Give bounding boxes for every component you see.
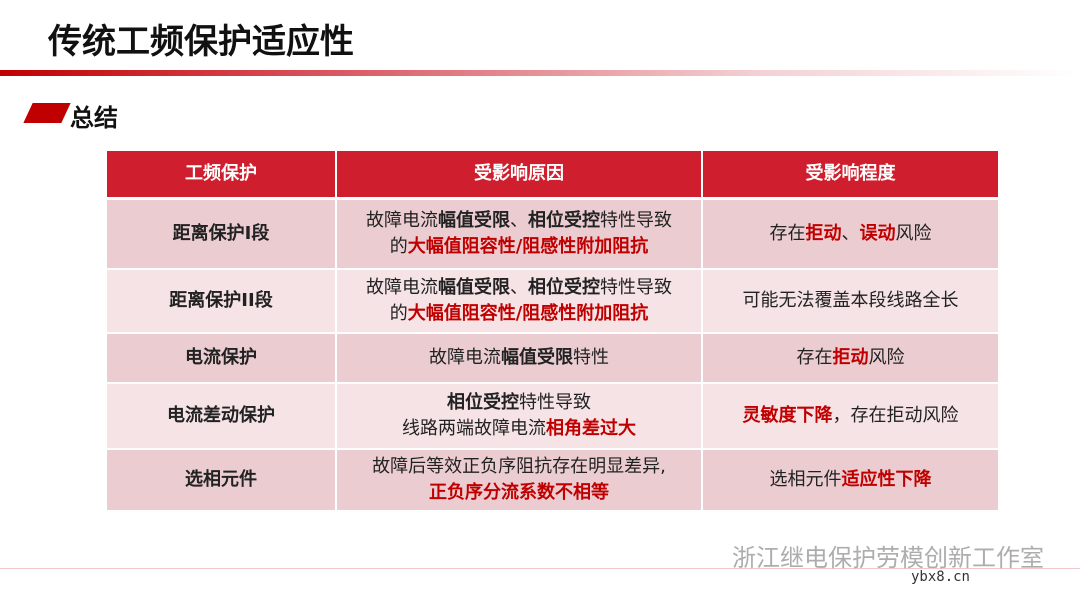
text-run: 距离保护I段 [172,223,270,244]
text-run: 相位受控 [528,210,600,231]
cell-line: 的大幅值阻容性/阻感性附加阻抗 [390,234,649,260]
text-run: 选相元件 [769,469,842,490]
text-run: 相角差过大 [546,418,636,439]
cell-line: 可能无法覆盖本段线路全长 [743,288,959,314]
text-run: 电流保护 [185,347,257,368]
text-run: 误动 [859,223,896,244]
text-run: ，存在拒动风险 [832,405,959,426]
cell-line: 距离保护II段 [169,288,272,314]
text-run: 、 [510,277,528,298]
watermark: 浙江继电保护劳模创新工作室 [732,544,1044,572]
cell-line: 故障电流幅值受限、相位受控特性导致 [366,275,672,301]
text-run: 故障后等效正负序阻抗存在明显差异, [372,456,666,477]
header-cell: 受影响原因 [337,151,701,197]
text-run: 、 [841,223,860,244]
title-rule [0,70,1080,76]
text-run: 选相元件 [185,469,257,490]
text-run: 灵敏度下降 [742,405,833,426]
cell-line: 相位受控特性导致 [447,390,591,416]
section-title: 总结 [70,104,118,132]
table-cell: 故障电流幅值受限、相位受控特性导致 的大幅值阻容性/阻感性附加阻抗 [337,200,701,268]
text-run: 幅值受限 [438,210,510,231]
table-cell: 选相元件 [107,450,335,510]
cell-line: 正负序分流系数不相等 [429,480,609,506]
table-cell: 选相元件适应性下降 [703,450,998,510]
site-label: ybx8.cn [910,569,970,585]
cell-line: 线路两端故障电流相角差过大 [402,416,636,442]
text-run: 故障电流 [366,210,438,231]
text-run: 的 [389,236,408,257]
cell-line: 选相元件 [185,467,257,493]
table-cell: 故障电流幅值受限、相位受控特性导致 的大幅值阻容性/阻感性附加阻抗 [337,270,701,332]
table-cell: 存在拒动风险 [703,334,998,382]
table-cell: 可能无法覆盖本段线路全长 [703,270,998,332]
cell-line: 存在拒动、误动风险 [770,221,932,247]
text-run: 正负序分流系数不相等 [429,482,609,503]
cell-line: 故障后等效正负序阻抗存在明显差异, [372,454,666,480]
text-run: 特性导致 [600,277,672,298]
cell-line: 电流差动保护 [167,403,275,429]
text-run: 拒动 [805,223,842,244]
text-run: 故障电流 [366,277,438,298]
text-run: 相位受控 [447,392,519,413]
text-run: 特性 [573,347,609,368]
text-run: 电流差动保护 [167,405,275,426]
text-run: 故障电流 [429,347,501,368]
text-run: 的 [389,303,408,324]
text-run: 存在 [796,347,833,368]
cell-line: 的大幅值阻容性/阻感性附加阻抗 [390,301,649,327]
text-run: 存在 [769,223,806,244]
cell-line: 选相元件适应性下降 [770,467,932,493]
cell-line: 电流保护 [185,345,257,371]
text-run: 、 [510,210,528,231]
section-flag [23,103,71,123]
text-run: 大幅值阻容性/阻感性附加阻抗 [407,236,649,257]
footer-line [0,568,1080,569]
table-cell: 故障后等效正负序阻抗存在明显差异, 正负序分流系数不相等 [337,450,701,510]
text-run: 幅值受限 [501,347,573,368]
text-run: 距离保护II段 [169,290,273,311]
table-cell: 距离保护I段 [107,200,335,268]
text-run: 相位受控 [528,277,600,298]
cell-line: 距离保护I段 [173,221,270,247]
text-run: 线路两端故障电流 [402,418,546,439]
table-cell: 存在拒动、误动风险 [703,200,998,268]
table-cell: 故障电流幅值受限特性 [337,334,701,382]
table-cell: 距离保护II段 [107,270,335,332]
cell-line: 存在拒动风险 [797,345,905,371]
text-run: 可能无法覆盖本段线路全长 [742,290,959,311]
table-cell: 灵敏度下降，存在拒动风险 [703,384,998,448]
text-run: 大幅值阻容性/阻感性附加阻抗 [407,303,649,324]
table-cell: 相位受控特性导致 线路两端故障电流相角差过大 [337,384,701,448]
header-cell: 工频保护 [107,151,335,197]
text-run: 风险 [895,223,932,244]
text-run: 适应性下降 [841,469,932,490]
table-cell: 电流差动保护 [107,384,335,448]
cell-line: 故障电流幅值受限特性 [429,345,609,371]
text-run: 幅值受限 [438,277,510,298]
cell-line: 灵敏度下降，存在拒动风险 [743,403,959,429]
text-run: 风险 [868,347,905,368]
slide-title: 传统工频保护适应性 [48,22,354,62]
text-run: 特性导致 [519,392,591,413]
table-cell: 电流保护 [107,334,335,382]
text-run: 特性导致 [600,210,672,231]
cell-line: 故障电流幅值受限、相位受控特性导致 [366,208,672,234]
header-cell: 受影响程度 [703,151,998,197]
text-run: 拒动 [832,347,869,368]
